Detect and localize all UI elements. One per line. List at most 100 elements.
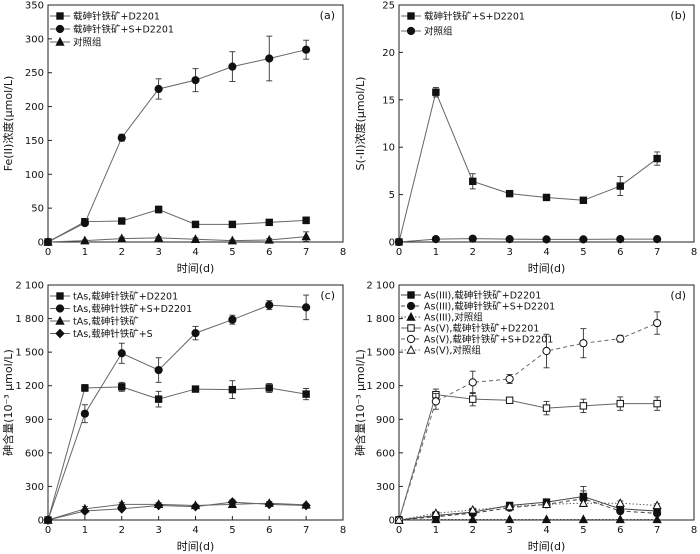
y-tick-label: 15 (382, 95, 395, 106)
legend-label: As(V),载砷针铁矿+S+D2201 (424, 334, 553, 346)
data-point (505, 374, 514, 384)
x-tick-label: 6 (266, 247, 272, 258)
data-point (541, 499, 552, 509)
x-tick-label: 2 (470, 525, 476, 536)
x-tick-label: 4 (543, 525, 549, 536)
series-line (47, 502, 307, 521)
y-tick-label: 10 (382, 143, 395, 154)
data-point (653, 399, 661, 408)
data-point (43, 515, 53, 525)
data-point (265, 384, 273, 392)
data-point (302, 390, 310, 398)
x-tick-label: 2 (119, 247, 125, 258)
series-line (398, 495, 658, 521)
y-tick-label: 1 200 (15, 381, 44, 392)
data-point (505, 235, 514, 244)
y-tick-label: 5 (389, 190, 395, 201)
data-point (615, 498, 625, 507)
legend-marker (55, 36, 65, 46)
legend-marker (406, 311, 416, 321)
data-point (228, 385, 237, 394)
legend-marker (406, 344, 416, 354)
series-line (47, 304, 307, 521)
legend-label: 对照组 (424, 26, 453, 38)
data-point (653, 235, 662, 244)
y-tick-label: 250 (25, 68, 44, 79)
data-point (118, 383, 126, 391)
data-point (653, 154, 661, 163)
x-tick-label: 1 (82, 247, 88, 258)
data-point (432, 88, 440, 96)
legend-label: As(III),载砷针铁矿+S+D2201 (424, 301, 555, 313)
series-as-iii-2 (394, 514, 662, 524)
data-point (616, 399, 624, 408)
legend-marker (407, 12, 415, 20)
x-tick-label: 3 (155, 247, 161, 258)
y-tick-label: 350 (25, 1, 44, 12)
data-point (228, 315, 237, 324)
data-point (468, 378, 477, 387)
x-tick-label: 4 (543, 247, 549, 258)
y-tick-label: 2 100 (15, 281, 44, 292)
y-tick-label: 600 (376, 448, 395, 459)
y-tick-label: 0 (389, 238, 395, 249)
x-tick-label: 1 (433, 247, 439, 258)
legend-marker (406, 334, 416, 344)
series-line (398, 518, 658, 521)
y-tick-label: 1 800 (366, 314, 395, 325)
data-point (80, 506, 90, 516)
x-tick-label: 8 (340, 247, 346, 258)
y-tick-label: 200 (25, 102, 44, 113)
data-point (468, 504, 478, 514)
legend-marker (55, 328, 65, 339)
y-tick-label: 100 (25, 170, 44, 181)
y-tick-label: 300 (25, 34, 44, 45)
data-point (265, 301, 274, 310)
y-axis-label: 砷含量(10⁻³ μmol/L) (353, 349, 367, 456)
data-point (616, 334, 625, 343)
data-point (190, 501, 201, 512)
data-point (153, 500, 164, 511)
series-series-2 (43, 231, 311, 246)
data-point (469, 395, 477, 403)
data-point (578, 498, 589, 507)
data-point (190, 234, 201, 243)
legend-marker (406, 301, 416, 311)
x-tick-label: 4 (192, 247, 198, 258)
data-point (301, 500, 311, 511)
legend-marker (55, 24, 65, 34)
data-point (394, 514, 404, 524)
data-point (227, 497, 238, 508)
data-point (264, 234, 274, 244)
data-point (652, 514, 662, 524)
series-line (47, 386, 307, 521)
legend-label: As(III),对照组 (424, 312, 483, 324)
legend-label: tAs,载砷针铁矿+D2201 (73, 291, 178, 303)
series-line (398, 498, 658, 521)
data-point (301, 231, 311, 241)
y-axis-label: 砷含量(10⁻³ μmol/L) (1, 349, 15, 456)
series-line (47, 208, 307, 243)
data-point (579, 402, 588, 410)
x-tick-label: 6 (617, 525, 623, 536)
data-point (653, 318, 662, 328)
y-tick-label: 25 (382, 1, 395, 12)
legend-label: 对照组 (73, 37, 102, 49)
y-tick-label: 0 (38, 516, 44, 527)
data-point (616, 506, 625, 516)
data-point (542, 193, 551, 202)
data-point (652, 500, 662, 510)
legend-label: tAs,载砷针铁矿+S (73, 328, 153, 340)
data-point (118, 217, 126, 225)
series-s-d2201-0 (395, 87, 661, 246)
panel-a: 0 1 2 3 4 5 6 7 8 0 50 100 150 200 250 300 350 时间(d) Fe(II… (1, 1, 346, 276)
legend-marker (55, 315, 65, 325)
data-point (302, 303, 311, 312)
legend-label: As(III),载砷针铁矿+D2201 (424, 290, 541, 302)
y-tick-label: 900 (25, 415, 44, 426)
y-tick-label: 0 (389, 516, 395, 527)
legend: 载砷针铁矿+S+D2201 对照组 (401, 11, 525, 38)
y-tick-label: 300 (25, 482, 44, 493)
data-point (468, 234, 477, 243)
legend-label: 载砷针铁矿+D2201 (73, 11, 160, 23)
